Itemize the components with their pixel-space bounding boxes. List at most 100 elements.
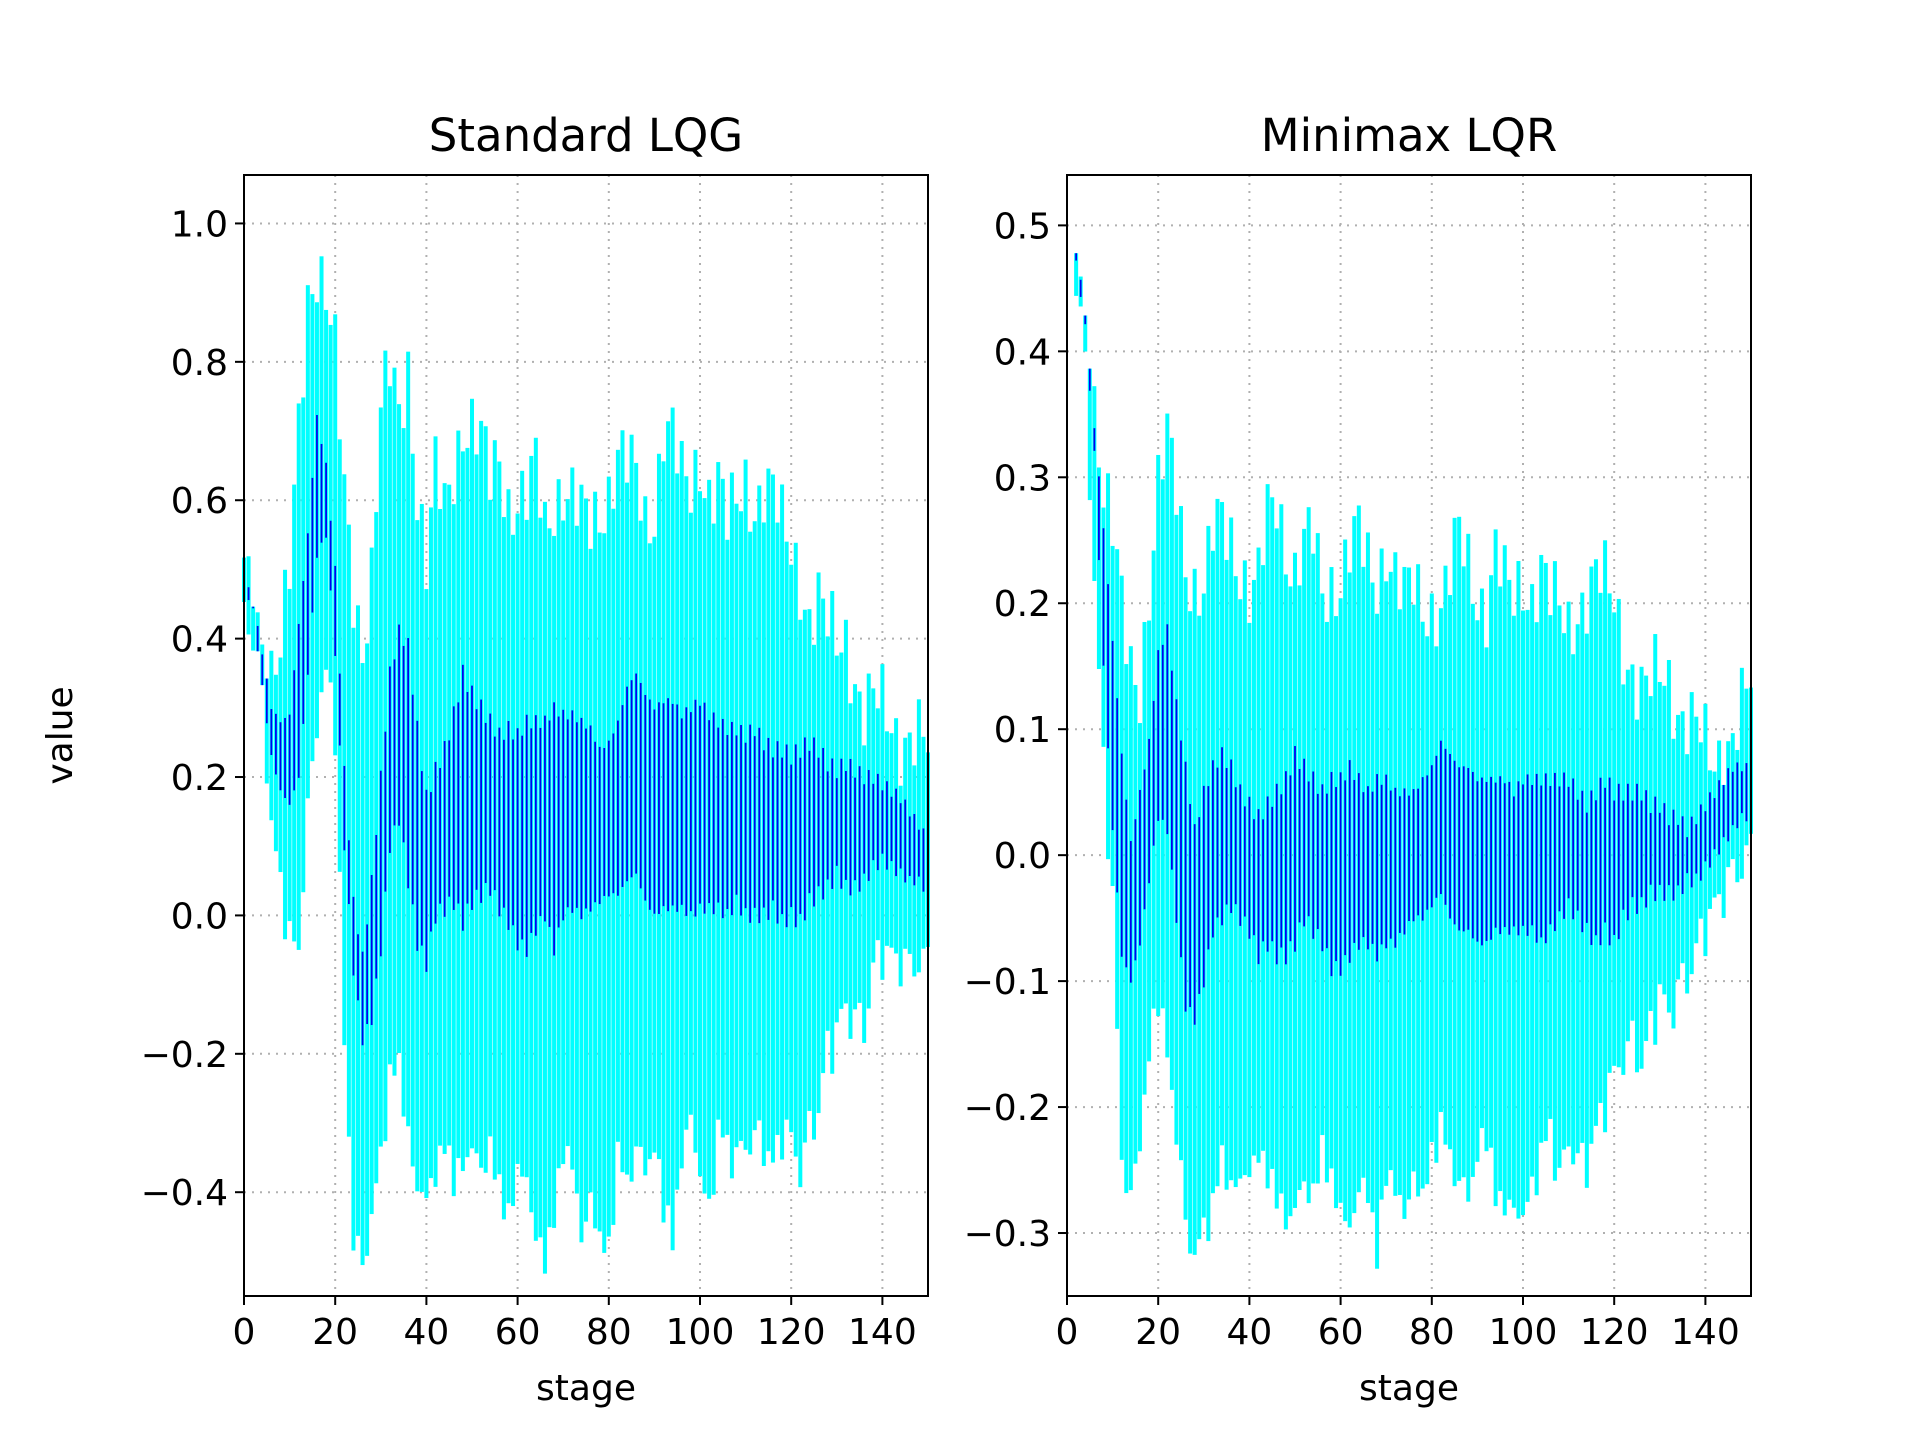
inner-band-bar: [343, 765, 346, 851]
inner-band-bar: [1221, 747, 1223, 926]
inner-band-bar: [667, 698, 669, 912]
inner-band-bar: [566, 719, 569, 908]
inner-band-bar: [1654, 796, 1657, 902]
inner-band-bar: [1234, 787, 1237, 905]
inner-band-bar: [448, 740, 451, 897]
inner-band-bar: [1713, 798, 1716, 850]
inner-band-bar: [370, 874, 373, 1026]
inner-band-bar: [913, 814, 916, 886]
inner-band-bar: [575, 722, 578, 908]
inner-band-bar: [767, 737, 770, 920]
inner-band-bar: [772, 757, 774, 901]
outer-band-bar: [346, 524, 351, 1137]
x-tick-label: 60: [495, 1312, 541, 1353]
y-tick-label: 0.4: [994, 332, 1051, 373]
inner-band-bar: [1576, 799, 1579, 911]
inner-band-bar: [1316, 793, 1319, 930]
inner-band-bar: [676, 704, 679, 912]
inner-band-bar: [694, 699, 697, 917]
inner-band-bar: [1152, 700, 1155, 846]
inner-band-bar: [247, 587, 250, 601]
outer-band-bar: [1074, 253, 1079, 296]
y-tick-label: 1.0: [171, 204, 228, 245]
inner-band-bar: [1540, 785, 1543, 938]
inner-band-bar: [1554, 772, 1556, 932]
inner-band-bar: [603, 748, 606, 896]
inner-band-bar: [580, 717, 583, 920]
inner-band-bar: [1636, 783, 1638, 914]
inner-band-bar: [256, 625, 259, 652]
inner-band-bar: [484, 722, 487, 884]
inner-band-bar: [1471, 771, 1474, 939]
ticks: 0 20 40 60 80 100 120 140 −0.4 −0.2 0.0 0.2 0.4 0.6 0.…: [141, 204, 917, 1353]
inner-band-bar: [1275, 783, 1278, 965]
inner-band-bar: [1257, 809, 1260, 965]
inner-band-bar: [1494, 782, 1497, 928]
inner-band-bar: [1280, 794, 1283, 948]
inner-band-bar: [1102, 528, 1105, 666]
outer-band-bar: [1685, 754, 1690, 994]
inner-band-bar: [1079, 279, 1082, 297]
x-tick-label: 60: [1318, 1312, 1364, 1353]
inner-band-bar: [1230, 759, 1233, 914]
inner-band-bar: [466, 691, 469, 904]
inner-band-bar: [498, 727, 501, 917]
inner-band-bar: [1444, 748, 1447, 905]
inner-band-bar: [1371, 791, 1374, 944]
error-bars: [242, 256, 930, 1274]
inner-band-bar: [904, 799, 907, 883]
inner-band-bar: [1075, 253, 1078, 261]
x-tick-label: 20: [312, 1312, 358, 1353]
inner-band-bar: [1440, 740, 1442, 895]
inner-band-bar: [329, 520, 332, 591]
y-tick-label: 0.1: [994, 710, 1051, 751]
inner-band-bar: [617, 720, 619, 896]
inner-band-bar: [1348, 760, 1351, 963]
outer-band-bar: [1092, 386, 1097, 582]
y-tick-label: −0.3: [964, 1214, 1051, 1255]
axes-frame: [243, 174, 929, 1297]
inner-band-bar: [845, 770, 847, 880]
inner-band-bar: [1709, 792, 1711, 868]
y-tick-label: 0.4: [171, 620, 228, 661]
inner-band-bar: [1658, 812, 1661, 885]
inner-band-bar: [375, 834, 378, 979]
inner-band-bar: [872, 783, 875, 861]
inner-band-bar: [544, 715, 546, 922]
inner-band-bar: [1143, 769, 1146, 910]
inner-band-bar: [1116, 698, 1119, 893]
inner-band-bar: [1207, 786, 1210, 950]
x-tick-label: 120: [1580, 1312, 1649, 1353]
inner-band-bar: [1686, 837, 1689, 874]
inner-band-bar: [1526, 774, 1529, 936]
inner-band-bar: [1107, 584, 1109, 749]
inner-band-bar: [1330, 771, 1333, 977]
inner-band-bar: [407, 638, 410, 889]
inner-band-bar: [457, 702, 460, 904]
inner-band-bar: [658, 702, 660, 914]
inner-band-bar: [1303, 758, 1306, 927]
inner-band-bar: [320, 443, 323, 543]
inner-band-bar: [507, 720, 510, 930]
inner-band-bar: [1344, 780, 1347, 956]
inner-band-bar: [685, 707, 688, 916]
inner-band-bar: [589, 725, 592, 912]
inner-band-bar: [1088, 368, 1091, 391]
y-tick-label: 0.5: [994, 206, 1051, 247]
inner-band-bar: [434, 761, 437, 924]
inner-band-bar: [265, 678, 268, 724]
inner-band-bar: [1517, 781, 1520, 936]
inner-band-bar: [1326, 793, 1328, 949]
inner-band-bar: [1321, 784, 1324, 952]
chart-title: Minimax LQR: [1261, 109, 1557, 162]
inner-band-bar: [899, 803, 902, 869]
inner-band-bar: [822, 747, 825, 900]
standard-lqg-panel: 0 20 40 60 80 100 120 140 −0.4 −0.2 0.0 0.2 0.4 0.6 0.…: [40, 109, 930, 1409]
inner-band-bar: [1216, 767, 1219, 918]
inner-band-bar: [626, 686, 628, 882]
inner-band-bar: [1339, 772, 1342, 976]
inner-band-bar: [325, 462, 327, 538]
y-tick-label: 0.8: [171, 343, 228, 384]
inner-band-bar: [1617, 783, 1620, 940]
